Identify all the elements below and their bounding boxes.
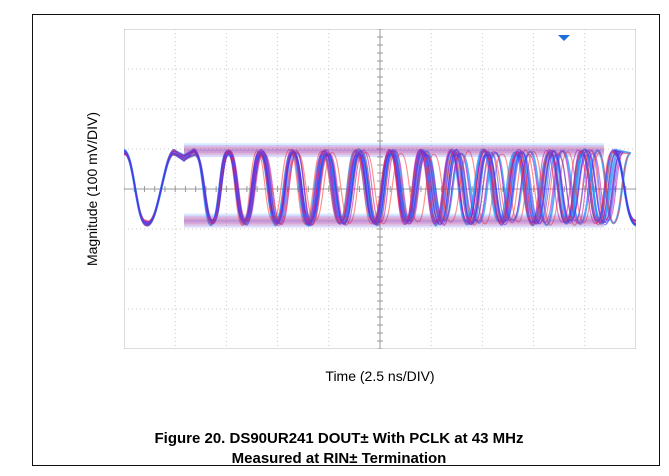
waveform-trace: [124, 149, 636, 226]
oscilloscope-plot: [124, 29, 636, 349]
waveform-traces: [124, 143, 636, 228]
noise-band: [184, 145, 604, 154]
figure-caption-subtitle: Measured at RIN± Termination: [231, 450, 447, 467]
x-axis-label: Time (2.5 ns/DIV): [325, 368, 435, 384]
noise-band: [184, 215, 604, 224]
noise-band: [184, 147, 604, 156]
noise-band: [184, 213, 604, 222]
figure-caption-title: Figure 20. DS90UR241 DOUT± With PCLK at …: [154, 430, 524, 447]
noise-band: [184, 149, 604, 158]
waveform-trace: [124, 148, 636, 226]
trigger-marker-icon: [558, 35, 570, 41]
noise-band: [184, 219, 604, 228]
noise-band: [184, 217, 604, 226]
y-axis-label: Magnitude (100 mV/DIV): [84, 111, 100, 267]
figure-frame: [32, 14, 660, 466]
noise-band: [184, 143, 604, 152]
